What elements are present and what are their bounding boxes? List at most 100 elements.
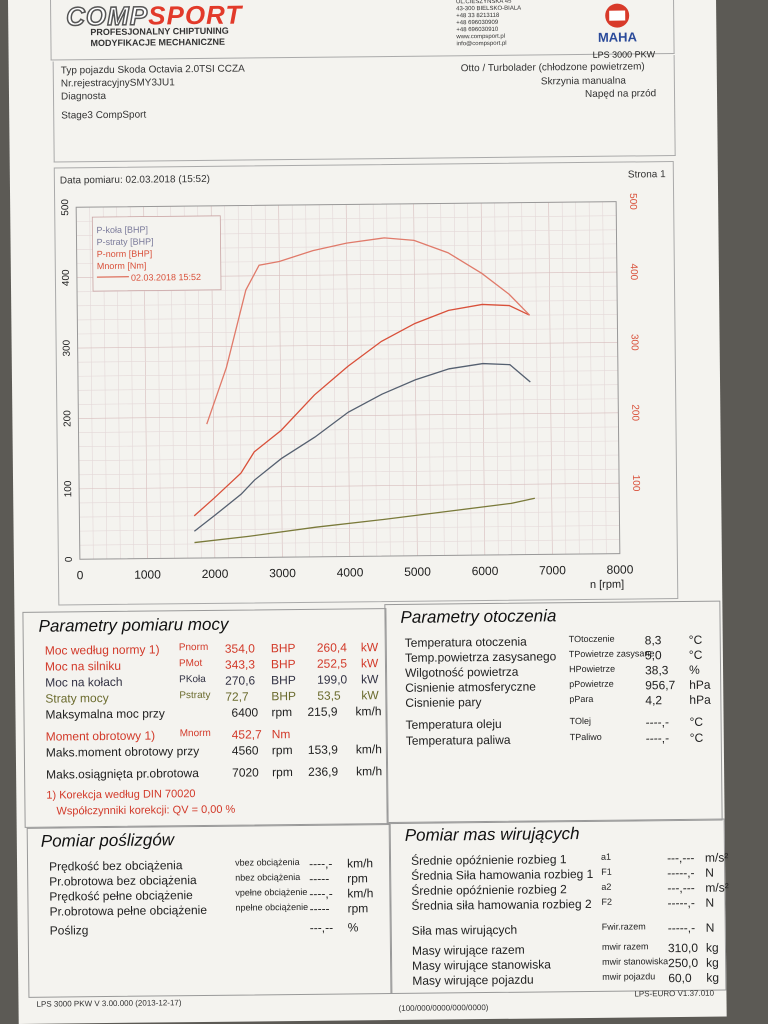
grid-line-v — [440, 203, 445, 556]
y-tick-label-right: 100 — [630, 475, 641, 492]
env-row-unit: % — [688, 662, 700, 677]
env-row-value: 5,0 — [644, 648, 662, 663]
x-tick-label: 4000 — [337, 565, 364, 579]
plot-frame — [75, 201, 621, 560]
x-tick-label: 8000 — [607, 562, 634, 576]
slip-row-label: Prędkość pełne obciążenie — [49, 888, 193, 904]
y-tick-label-right: 400 — [628, 263, 639, 280]
measurement-date: Data pomiaru: 02.03.2018 (15:52) — [59, 173, 211, 187]
grid-line-v — [291, 205, 297, 558]
grid-line-h — [78, 454, 619, 462]
grid-line-v — [561, 202, 567, 555]
grid-line-v — [480, 203, 486, 556]
mass-row-label: Średnia Siła hamowania rozbieg 1 — [411, 866, 594, 883]
power-row-kw-unit: kW — [361, 672, 379, 687]
power-torque-symbol: Mnorm — [179, 727, 211, 740]
power-row-bhp: 72,7 — [225, 689, 249, 704]
footer-code: (100/000/0000/000/0000) — [398, 1003, 489, 1013]
legend-box — [91, 215, 222, 292]
grid-line-v — [507, 202, 513, 555]
grid-line-h — [77, 342, 618, 349]
env-row-symbol: HPowietrze — [568, 663, 616, 675]
power-row-kw: 199,0 — [317, 672, 348, 687]
env-params-panel — [384, 600, 723, 825]
mass-row-value: -----,- — [667, 920, 696, 936]
slip-row-symbol: npełne obciążenie — [235, 901, 309, 913]
x-tick-label: 0 — [77, 568, 84, 582]
grid-line-v — [453, 203, 459, 556]
grid-line-v — [305, 204, 310, 557]
env-row-unit: °C — [689, 730, 704, 745]
legend-entry: Mnorm [Nm] — [97, 261, 147, 272]
grid-line-v — [278, 205, 283, 558]
grid-line-h — [79, 497, 620, 504]
series-line — [193, 362, 531, 532]
power-row-bhp-unit: BHP — [270, 657, 296, 672]
slip-row-unit: rpm — [347, 871, 368, 886]
power-max_rpm-unit: rpm — [272, 765, 293, 780]
vehicle-type: Typ pojazdu Skoda Octavia 2.0TSI CCZA — [60, 63, 245, 77]
svg-text:MAHA: MAHA — [598, 29, 638, 43]
power-max_power-label: Maksymalna moc przy — [45, 706, 165, 722]
mass-row-value: 310,0 — [667, 940, 699, 956]
grid-line-v — [399, 203, 405, 556]
y-tick-label-left: 500 — [60, 199, 71, 216]
registration-number: Nr.rejestracyjnySMY3JU1 — [60, 77, 175, 90]
power-row-kw-unit: kW — [360, 656, 379, 671]
env-row-symbol: TPaliwo — [569, 731, 602, 743]
mass-row-value: 250,0 — [668, 955, 699, 971]
slip-row-symbol: vpełne obciążenie — [235, 886, 308, 898]
mass-row-label: Masy wirujące stanowiska — [412, 957, 551, 973]
grid-line-h — [78, 468, 619, 476]
slip-row-value: ----- — [309, 871, 330, 886]
mass-row-value: 60,0 — [668, 970, 692, 986]
power-max_torque-unit: rpm — [271, 743, 293, 758]
env-row-unit: hPa — [689, 692, 711, 707]
slip-row-value: ----- — [309, 901, 330, 916]
grid-line-v — [345, 204, 351, 557]
grid-line-h — [77, 356, 618, 363]
stage-label: Stage3 CompSport — [61, 109, 147, 122]
grid-line-v — [386, 204, 391, 557]
env-row-value: 4,2 — [645, 693, 663, 708]
x-tick-label: 3000 — [269, 566, 296, 580]
slip-row-value: ----,- — [308, 856, 333, 871]
series-line — [194, 497, 535, 544]
env-row-unit: hPa — [689, 677, 711, 692]
power-max_power-unit: rpm — [271, 705, 293, 720]
mass-row-unit: kg — [705, 940, 719, 955]
grid-line-v — [426, 203, 432, 556]
slip-row-unit: km/h — [347, 886, 374, 901]
env-row-unit: °C — [688, 632, 703, 647]
slip-row-value: ---,-- — [309, 920, 334, 935]
env-row-label: Wilgotność powietrza — [404, 664, 519, 680]
env-row-label: Cisnienie pary — [405, 695, 482, 710]
x-tick-label: 1000 — [134, 567, 161, 581]
maha-logo: MAHA — [598, 3, 638, 44]
power-row-kw-unit: kW — [360, 640, 379, 655]
engine-type: Otto / Turbolader (chłodzone powietrzem) — [460, 61, 645, 75]
env-row-unit: °C — [689, 714, 704, 729]
y-tick-label-right: 300 — [629, 334, 640, 351]
power-row-bhp: 354,0 — [224, 641, 255, 656]
grid-line-v — [467, 203, 472, 556]
x-tick-label: 5000 — [404, 565, 431, 579]
grid-line-h — [79, 525, 620, 532]
mass-row-value: -----,- — [667, 895, 695, 911]
power-row-label: Straty mocy — [45, 690, 109, 706]
grid-line-v — [602, 201, 607, 554]
mass-row-label: Siła mas wirujących — [411, 922, 518, 938]
mass-row-value: ---,--- — [666, 850, 695, 866]
slip-row-label: Poślizg — [49, 923, 89, 938]
grid-line-v — [548, 202, 553, 555]
grid-line-h — [78, 426, 619, 433]
gearbox: Skrzynia manualna — [540, 75, 626, 88]
dyno-report-sheet: COMPSPORT PROFESJONALNY CHIPTUNING MODYFI… — [8, 0, 729, 1024]
mass-row-label: Masy wirujące pojazdu — [412, 972, 534, 988]
diagnostician: Diagnosta — [60, 90, 107, 103]
slip-row-unit: rpm — [347, 901, 369, 916]
y-tick-label-right: 500 — [627, 193, 638, 210]
mass-row-symbol: mwir razem — [601, 941, 649, 952]
power-max_torque-speed-unit: km/h — [355, 742, 382, 757]
grid-line-h — [78, 440, 619, 447]
